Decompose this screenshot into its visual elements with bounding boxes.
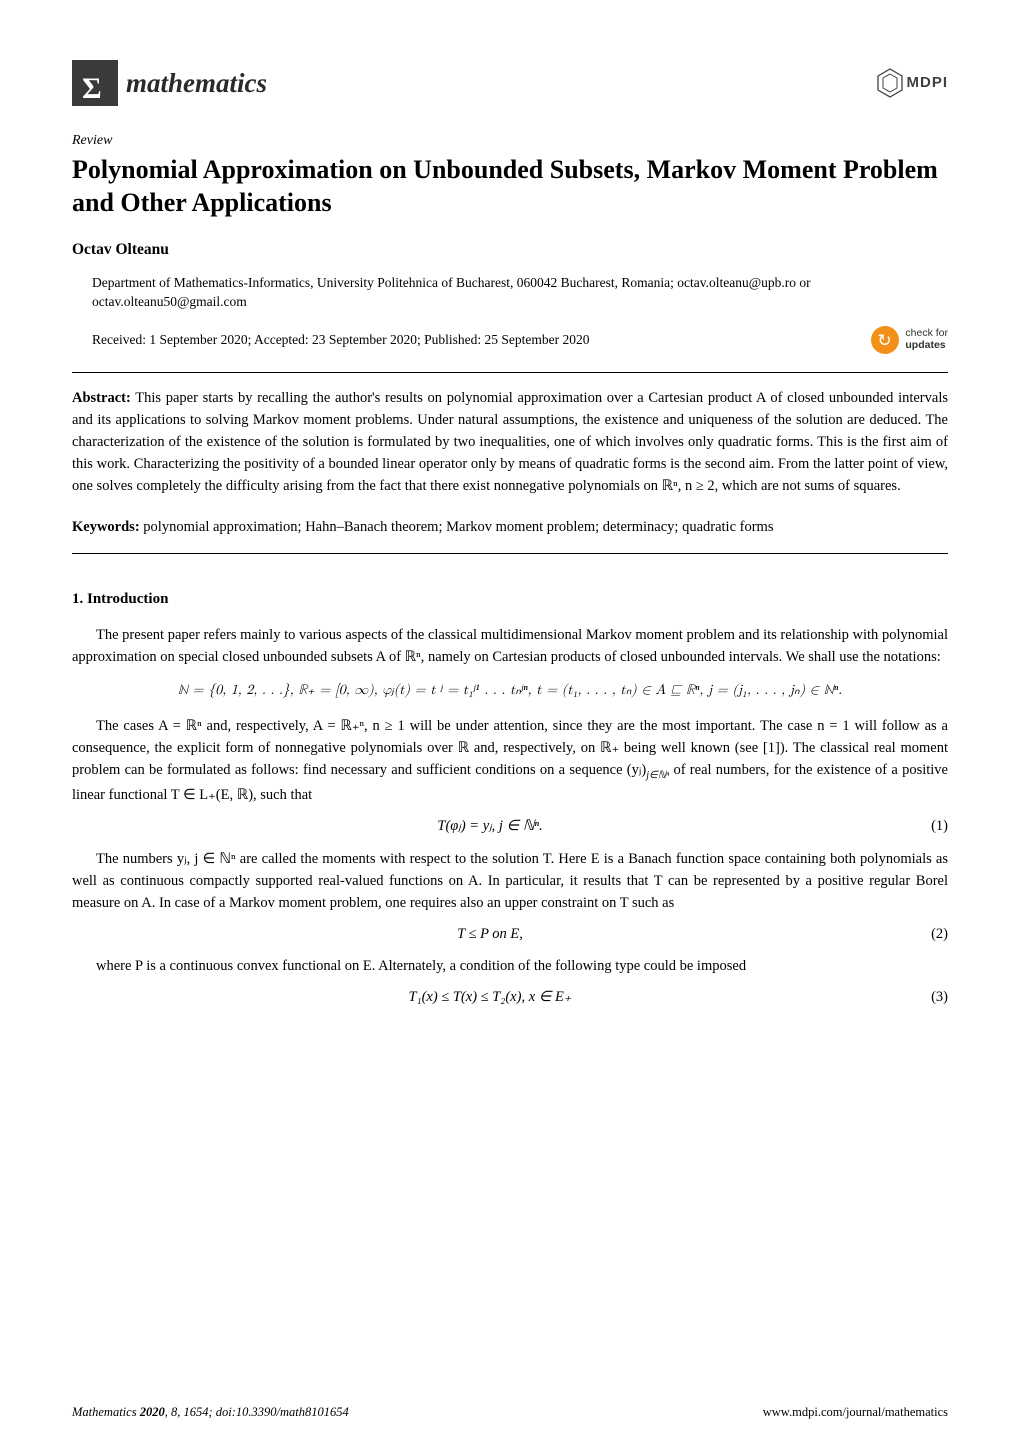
journal-url-link[interactable]: www.mdpi.com/journal/mathematics — [763, 1405, 948, 1419]
section-title: Introduction — [87, 591, 168, 607]
journal-logo-icon: Σ — [72, 60, 118, 106]
equation-3: T₁(x) ≤ T(x) ≤ T₂(x), x ∈ E₊ (3) — [72, 987, 948, 1009]
check-updates-badge[interactable]: check for updates — [871, 326, 948, 354]
keywords-label: Keywords: — [72, 519, 140, 535]
mdpi-hex-icon — [877, 68, 903, 98]
abstract-text: This paper starts by recalling the autho… — [72, 390, 948, 494]
sigma-icon: Σ — [82, 66, 102, 111]
equation-content: T₁(x) ≤ T(x) ≤ T₂(x), x ∈ E₊ — [72, 987, 908, 1009]
updates-line2: updates — [905, 340, 948, 352]
section-number: 1. — [72, 591, 83, 607]
footer-left: Mathematics 2020, 8, 1654; doi:10.3390/m… — [72, 1403, 349, 1422]
affiliation: Department of Mathematics-Informatics, U… — [72, 273, 948, 312]
equation-content: T(φⱼ) = yⱼ, j ∈ ℕⁿ. — [72, 816, 908, 838]
article-title: Polynomial Approximation on Unbounded Su… — [72, 153, 948, 220]
equation-notation: ℕ = {0, 1, 2, . . .}, ℝ₊ = [0, ∞), φⱼ(t)… — [72, 680, 948, 701]
equation-content: T ≤ P on E, — [72, 924, 908, 946]
section-heading: 1. Introduction — [72, 588, 948, 611]
dates-row: Received: 1 September 2020; Accepted: 23… — [72, 326, 948, 354]
equation-2: T ≤ P on E, (2) — [72, 924, 948, 946]
publication-dates: Received: 1 September 2020; Accepted: 23… — [72, 330, 590, 350]
publisher-logo: MDPI — [877, 68, 949, 98]
body-paragraph: where P is a continuous convex functiona… — [72, 955, 948, 977]
body-paragraph: The numbers yⱼ, j ∈ ℕⁿ are called the mo… — [72, 848, 948, 914]
body-paragraph: The present paper refers mainly to vario… — [72, 624, 948, 668]
body-paragraph: The cases A = ℝⁿ and, respectively, A = … — [72, 715, 948, 805]
equation-number: (2) — [908, 924, 948, 946]
abstract-block: Abstract: This paper starts by recalling… — [72, 387, 948, 497]
updates-icon — [871, 326, 899, 354]
journal-logo-block: Σ mathematics — [72, 60, 267, 106]
divider — [72, 372, 948, 373]
footer-right[interactable]: www.mdpi.com/journal/mathematics — [763, 1403, 948, 1422]
equation-number: (3) — [908, 987, 948, 1009]
header-row: Σ mathematics MDPI — [72, 60, 948, 106]
page-footer: Mathematics 2020, 8, 1654; doi:10.3390/m… — [72, 1403, 948, 1422]
divider — [72, 553, 948, 554]
journal-name: mathematics — [126, 63, 267, 104]
keywords-text: polynomial approximation; Hahn–Banach th… — [143, 519, 773, 535]
keywords-block: Keywords: polynomial approximation; Hahn… — [72, 517, 948, 539]
equation-number: (1) — [908, 816, 948, 838]
publisher-name: MDPI — [907, 72, 949, 95]
article-type: Review — [72, 130, 948, 151]
updates-text: check for updates — [905, 328, 948, 351]
abstract-label: Abstract: — [72, 390, 131, 406]
author-name: Octav Olteanu — [72, 238, 948, 261]
equation-1: T(φⱼ) = yⱼ, j ∈ ℕⁿ. (1) — [72, 816, 948, 838]
